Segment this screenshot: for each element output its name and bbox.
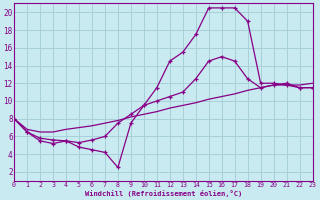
X-axis label: Windchill (Refroidissement éolien,°C): Windchill (Refroidissement éolien,°C) <box>85 190 242 197</box>
